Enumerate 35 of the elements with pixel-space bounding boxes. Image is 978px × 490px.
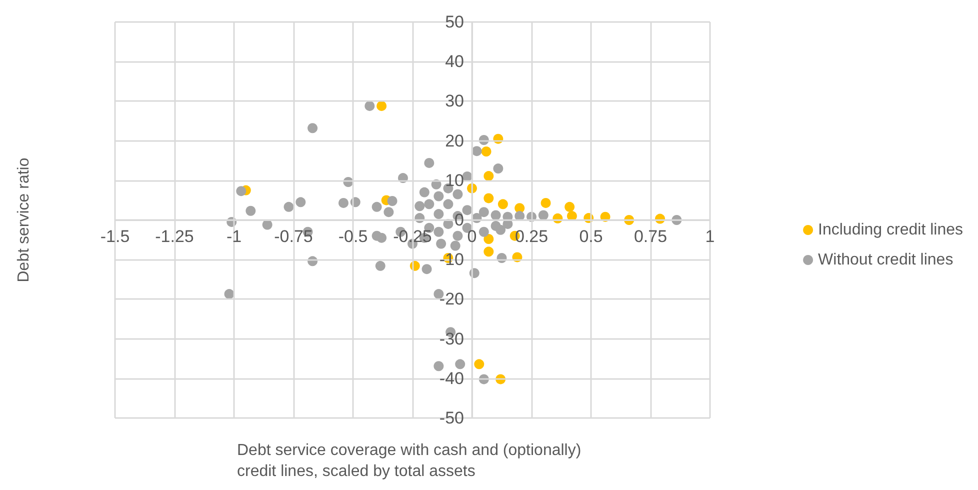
legend-label: Without credit lines (818, 252, 954, 268)
y-tick-label: -40 (439, 368, 464, 388)
y-tick-label: -30 (439, 329, 464, 348)
x-tick-label: -0.75 (274, 227, 313, 246)
x-tick-label: 0.75 (634, 227, 668, 246)
point (484, 171, 494, 182)
x-tick-label: 0 (467, 227, 477, 246)
x-axis-title: Debt service coverage with cash and (optionally) credit lines, scaled by total assets (237, 442, 586, 480)
y-tick-label: -10 (439, 250, 464, 270)
point (474, 359, 484, 370)
x-tick-label: 0.5 (579, 227, 603, 246)
y-tick-label: 0 (454, 210, 464, 230)
x-tick-label: -0.25 (393, 227, 432, 246)
point (481, 146, 492, 156)
x-tick-label: -1 (226, 227, 242, 246)
y-tick-label: 20 (445, 131, 464, 150)
x-tick-label: -1.25 (155, 227, 194, 246)
point (540, 198, 551, 208)
point (498, 199, 508, 210)
legend-label: Including credit lines (818, 222, 963, 238)
point (484, 246, 494, 257)
point (564, 202, 575, 212)
y-axis-title: Debt service ratio (16, 158, 32, 282)
y-tick-label: -20 (439, 290, 464, 309)
x-tick-label: -1.5 (100, 227, 130, 246)
point (376, 100, 387, 111)
y-tick-label: -50 (439, 408, 464, 428)
y-tick-label: 30 (445, 92, 464, 111)
y-tick-label: 50 (445, 12, 464, 32)
x-tick-label: 1 (705, 227, 715, 246)
y-tick-label: 10 (445, 170, 464, 190)
point (484, 193, 494, 204)
y-tick-label: 40 (445, 52, 464, 72)
x-tick-label: -0.5 (338, 227, 368, 246)
point (484, 234, 494, 244)
